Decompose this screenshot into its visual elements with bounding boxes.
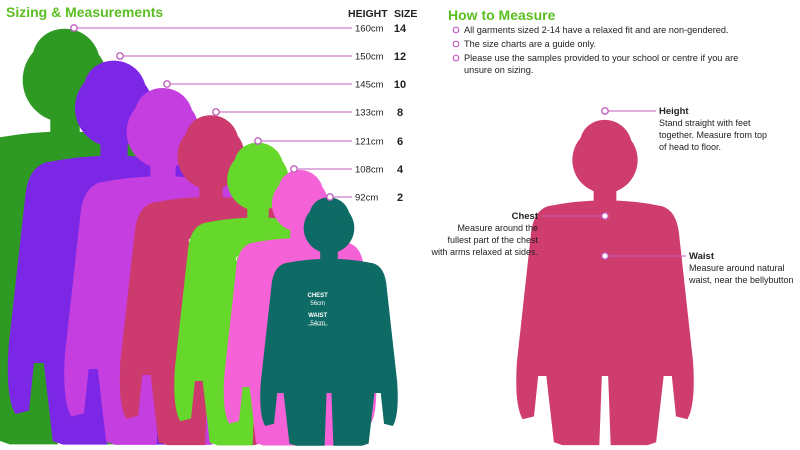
height-value: 150cm [355, 52, 384, 63]
head-marker-dot [163, 80, 171, 88]
chest-description: Measure around the [457, 223, 538, 233]
height-description: together. Measure from top [659, 130, 767, 140]
note-text: All garments sized 2-14 have a relaxed f… [464, 25, 729, 35]
height-title: Height [659, 106, 689, 117]
bullet-icon [452, 40, 460, 48]
waist-title: Waist [689, 251, 715, 262]
model-silhouette [516, 119, 694, 446]
callout-dot [601, 107, 609, 115]
size-row-2: 92cm 2 [326, 192, 403, 204]
note-text: unsure on sizing. [464, 65, 533, 75]
size-value: 2 [397, 192, 403, 204]
head-marker-dot [116, 52, 124, 60]
size-column-header: SIZE [394, 8, 417, 20]
height-description: of head to floor. [659, 142, 721, 152]
height-value: 108cm [355, 165, 384, 176]
head-marker-dot [326, 193, 334, 201]
chest-value: 56cm [310, 301, 325, 307]
size-row-12: 150cm 12 [116, 51, 406, 63]
size-value: 4 [397, 164, 404, 176]
height-value: 145cm [355, 80, 384, 91]
height-value: 92cm [355, 193, 378, 204]
height-value: 133cm [355, 108, 384, 119]
head-marker-dot [70, 24, 78, 32]
figure-size-2: CHEST 56cm WAIST 54cm [260, 197, 398, 446]
left-title: Sizing & Measurements [6, 4, 163, 20]
callout-dot [601, 212, 609, 220]
size-row-14: 160cm 14 [70, 23, 407, 35]
waist-description: Measure around natural [689, 263, 785, 273]
note-text: Please use the samples provided to your … [464, 53, 738, 63]
right-title: How to Measure [448, 7, 556, 23]
waist-description: waist, near the bellybutton [688, 275, 794, 285]
size-rows: 160cm 14 150cm 12 145cm 10 133cm 8 121cm 6 108cm 4 9… [70, 23, 407, 204]
waist-value: 54cm [310, 321, 325, 327]
figures-group: CHEST83cmWAIST71cmCHEST78cmWAIST68cmCHES… [0, 28, 398, 446]
note-item: The size charts are a guide only. [452, 39, 596, 49]
bullet-icon [452, 54, 460, 62]
size-row-8: 133cm 8 [212, 107, 403, 119]
head-marker-dot [254, 137, 262, 145]
size-value: 14 [394, 23, 407, 35]
measurement-model-figure [516, 119, 694, 446]
note-item: Please use the samples provided to your … [452, 53, 738, 75]
bullet-icon [452, 26, 460, 34]
height-column-header: HEIGHT [348, 8, 388, 20]
size-row-10: 145cm 10 [163, 79, 406, 91]
height-description: Stand straight with feet [659, 118, 751, 128]
callout-dot [601, 252, 609, 260]
note-item: All garments sized 2-14 have a relaxed f… [452, 25, 729, 35]
size-value: 10 [394, 79, 406, 91]
size-value: 8 [397, 107, 403, 119]
height-value: 121cm [355, 137, 384, 148]
size-value: 12 [394, 51, 406, 63]
head-marker-dot [212, 108, 220, 116]
chest-title: Chest [512, 211, 539, 222]
size-row-4: 108cm 4 [290, 164, 404, 176]
height-value: 160cm [355, 24, 384, 35]
chest-description: fullest part of the chest [447, 235, 538, 245]
head-marker-dot [290, 165, 298, 173]
note-text: The size charts are a guide only. [464, 39, 596, 49]
chest-description: with arms relaxed at sides. [430, 247, 538, 257]
chest-label: CHEST [308, 293, 329, 299]
size-value: 6 [397, 136, 403, 148]
size-row-6: 121cm 6 [254, 136, 403, 148]
notes-list: All garments sized 2-14 have a relaxed f… [452, 25, 738, 75]
waist-label: WAIST [308, 313, 327, 319]
